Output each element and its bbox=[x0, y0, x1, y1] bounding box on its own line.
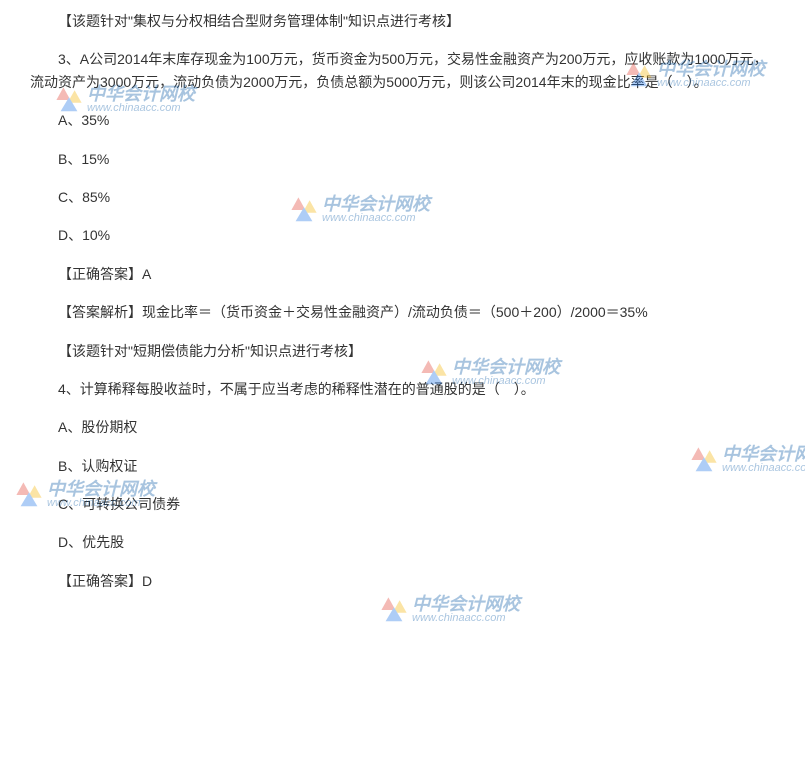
q3-stem: 3、A公司2014年末库存现金为100万元，货币资金为500万元，交易性金融资产… bbox=[30, 48, 775, 93]
watermark-logo: 中华会计网校www.chinaacc.com bbox=[380, 595, 520, 624]
q4-stem: 4、计算稀释每股收益时，不属于应当考虑的稀释性潜在的普通股的是（ ）。 bbox=[30, 378, 775, 400]
watermark-triangle-icon bbox=[380, 596, 408, 624]
q3-option-c: C、85% bbox=[30, 186, 775, 208]
q3-explanation: 【答案解析】现金比率＝（货币资金＋交易性金融资产）/流动负债＝（500＋200）… bbox=[30, 301, 775, 323]
q3-option-d: D、10% bbox=[30, 224, 775, 246]
q4-correct-answer: 【正确答案】D bbox=[30, 570, 775, 592]
watermark-text: 中华会计网校www.chinaacc.com bbox=[412, 595, 520, 624]
topic-note-q3: 【该题针对"短期偿债能力分析"知识点进行考核】 bbox=[30, 340, 775, 362]
q4-option-b: B、认购权证 bbox=[30, 455, 775, 477]
q4-option-a: A、股份期权 bbox=[30, 416, 775, 438]
watermark-en: www.chinaacc.com bbox=[322, 213, 430, 224]
q4-option-c: C、可转换公司债券 bbox=[30, 493, 775, 515]
q4-option-d: D、优先股 bbox=[30, 531, 775, 553]
q3-option-b: B、15% bbox=[30, 148, 775, 170]
watermark-cn: 中华会计网校 bbox=[412, 595, 520, 613]
topic-note-q2: 【该题针对"集权与分权相结合型财务管理体制"知识点进行考核】 bbox=[30, 10, 775, 32]
watermark-en: www.chinaacc.com bbox=[412, 613, 520, 624]
q3-option-a: A、35% bbox=[30, 109, 775, 131]
q3-correct-answer: 【正确答案】A bbox=[30, 263, 775, 285]
